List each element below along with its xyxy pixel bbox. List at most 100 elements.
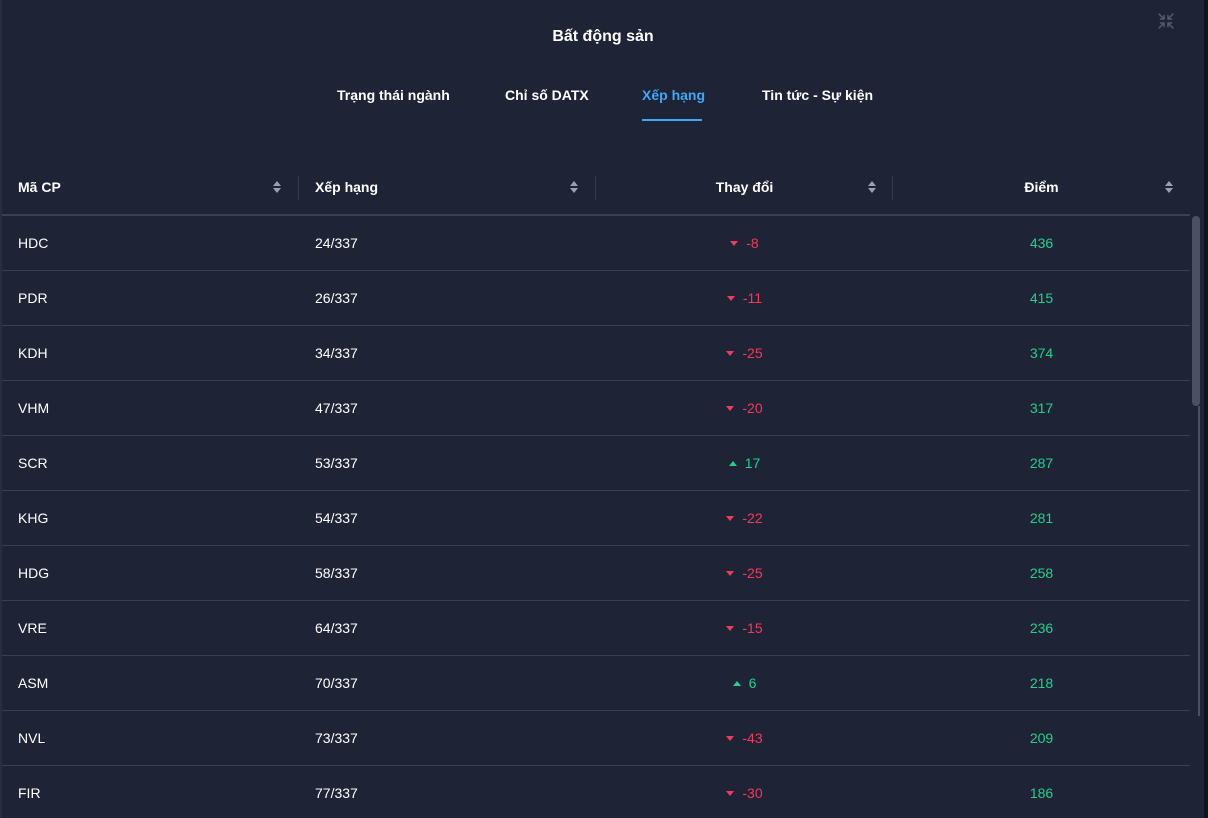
change-value: -43 bbox=[742, 730, 763, 746]
rank-change: -20 bbox=[596, 381, 893, 435]
rank-value: 24/337 bbox=[315, 235, 358, 251]
rank-value: 54/337 bbox=[315, 510, 358, 526]
column-header-code[interactable]: Mã CP bbox=[18, 160, 298, 214]
rank-change: -8 bbox=[596, 216, 893, 270]
ranking-table: Mã CP Xếp hạng Thay đổi Điểm HDC 24/337 -8… bbox=[2, 160, 1190, 818]
score-value: 186 bbox=[1029, 785, 1054, 801]
scrollbar-thumb[interactable] bbox=[1192, 216, 1200, 406]
change-value: -22 bbox=[742, 510, 763, 526]
stock-code: HDG bbox=[18, 565, 50, 581]
arrow-down-icon bbox=[726, 405, 735, 411]
stock-code: NVL bbox=[18, 730, 46, 746]
change-value: -25 bbox=[742, 345, 763, 361]
sort-icon bbox=[570, 181, 578, 193]
score-value: 436 bbox=[1029, 235, 1054, 251]
background-strip-right bbox=[1204, 0, 1208, 818]
stock-code: VRE bbox=[18, 620, 47, 636]
score-value: 287 bbox=[1029, 455, 1054, 471]
column-header-score[interactable]: Điểm bbox=[893, 160, 1190, 214]
column-header-label: Xếp hạng bbox=[315, 179, 379, 195]
tab-xep-hang[interactable]: Xếp hạng bbox=[642, 84, 705, 121]
tab-bar: Trạng thái ngành Chỉ số DATX Xếp hạng Ti… bbox=[2, 84, 1204, 124]
column-header-label: Mã CP bbox=[18, 179, 61, 195]
sort-icon bbox=[273, 181, 281, 193]
arrow-up-icon bbox=[732, 680, 741, 686]
rank-change: -43 bbox=[596, 711, 893, 765]
stock-code: FIR bbox=[18, 785, 41, 801]
stock-code: SCR bbox=[18, 455, 48, 471]
rank-value: 58/337 bbox=[315, 565, 358, 581]
table-row[interactable]: KHG 54/337 -22 281 bbox=[2, 491, 1190, 546]
collapse-button[interactable] bbox=[1156, 11, 1176, 31]
change-value: -25 bbox=[742, 565, 763, 581]
scrollbar-rail bbox=[1198, 406, 1200, 716]
stock-code: KHG bbox=[18, 510, 49, 526]
rank-value: 47/337 bbox=[315, 400, 358, 416]
rank-change: -30 bbox=[596, 766, 893, 818]
table-row[interactable]: HDG 58/337 -25 258 bbox=[2, 546, 1190, 601]
stock-code: ASM bbox=[18, 675, 49, 691]
column-divider bbox=[892, 176, 893, 200]
change-value: -30 bbox=[742, 785, 763, 801]
table-header: Mã CP Xếp hạng Thay đổi Điểm bbox=[2, 160, 1190, 216]
rank-value: 73/337 bbox=[315, 730, 358, 746]
rank-value: 70/337 bbox=[315, 675, 358, 691]
collapse-arrows-icon bbox=[1158, 13, 1174, 29]
table-row[interactable]: VRE 64/337 -15 236 bbox=[2, 601, 1190, 656]
score-value: 281 bbox=[1029, 510, 1054, 526]
column-divider bbox=[595, 176, 596, 200]
sort-icon bbox=[868, 181, 876, 193]
change-value: -20 bbox=[742, 400, 763, 416]
modal-title: Bất động sản bbox=[552, 28, 654, 45]
rank-change: 6 bbox=[596, 656, 893, 710]
arrow-up-icon bbox=[728, 460, 737, 466]
background-strip bbox=[0, 0, 2, 818]
arrow-down-icon bbox=[726, 350, 735, 356]
tab-chi-so-datx[interactable]: Chỉ số DATX bbox=[505, 87, 589, 103]
score-value: 374 bbox=[1029, 345, 1054, 361]
change-value: -8 bbox=[746, 235, 759, 251]
change-value: 17 bbox=[744, 455, 761, 471]
score-value: 236 bbox=[1029, 620, 1054, 636]
rank-change: -25 bbox=[596, 326, 893, 380]
arrow-down-icon bbox=[726, 625, 735, 631]
score-value: 209 bbox=[1029, 730, 1054, 746]
stock-code: VHM bbox=[18, 400, 50, 416]
arrow-down-icon bbox=[730, 240, 739, 246]
arrow-down-icon bbox=[726, 735, 735, 741]
column-header-label: Điểm bbox=[1024, 179, 1059, 195]
score-value: 218 bbox=[1029, 675, 1054, 691]
arrow-down-icon bbox=[726, 515, 735, 521]
table-row[interactable]: SCR 53/337 17 287 bbox=[2, 436, 1190, 491]
score-value: 317 bbox=[1029, 400, 1054, 416]
score-value: 258 bbox=[1029, 565, 1054, 581]
change-value: -11 bbox=[742, 290, 763, 306]
column-header-label: Thay đổi bbox=[715, 179, 774, 195]
rank-change: -22 bbox=[596, 491, 893, 545]
rank-value: 53/337 bbox=[315, 455, 358, 471]
arrow-down-icon bbox=[726, 790, 735, 796]
rank-value: 77/337 bbox=[315, 785, 358, 801]
stock-code: PDR bbox=[18, 290, 48, 306]
table-row[interactable]: HDC 24/337 -8 436 bbox=[2, 216, 1190, 271]
score-value: 415 bbox=[1029, 290, 1054, 306]
arrow-down-icon bbox=[726, 570, 735, 576]
stock-code: KDH bbox=[18, 345, 48, 361]
table-row[interactable]: FIR 77/337 -30 186 bbox=[2, 766, 1190, 818]
table-row[interactable]: ASM 70/337 6 218 bbox=[2, 656, 1190, 711]
rank-value: 34/337 bbox=[315, 345, 358, 361]
tab-tin-tuc-su-kien[interactable]: Tin tức - Sự kiện bbox=[762, 87, 874, 103]
sort-icon bbox=[1165, 181, 1173, 193]
change-value: -15 bbox=[742, 620, 763, 636]
column-header-change[interactable]: Thay đổi bbox=[596, 160, 893, 214]
table-row[interactable]: VHM 47/337 -20 317 bbox=[2, 381, 1190, 436]
column-header-rank[interactable]: Xếp hạng bbox=[315, 160, 595, 214]
table-row[interactable]: NVL 73/337 -43 209 bbox=[2, 711, 1190, 766]
column-divider bbox=[298, 176, 299, 200]
table-row[interactable]: KDH 34/337 -25 374 bbox=[2, 326, 1190, 381]
stock-code: HDC bbox=[18, 235, 49, 251]
table-row[interactable]: PDR 26/337 -11 415 bbox=[2, 271, 1190, 326]
rank-change: -11 bbox=[596, 271, 893, 325]
tab-trang-thai-nganh[interactable]: Trạng thái ngành bbox=[337, 87, 450, 103]
